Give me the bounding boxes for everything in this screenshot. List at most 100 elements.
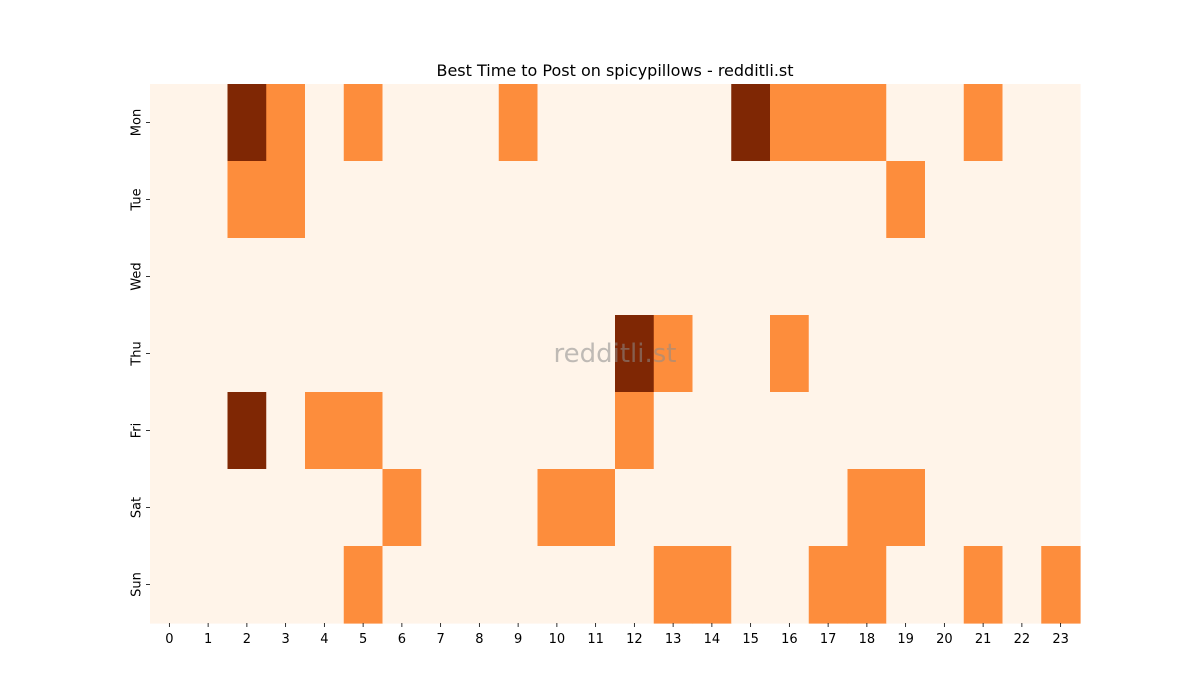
heatmap-cell-sat-15: [731, 469, 771, 547]
heatmap-cell-sun-20: [925, 546, 965, 624]
heatmap-cell-sun-23: [1041, 546, 1081, 624]
x-tick-label: 19: [897, 632, 914, 647]
heatmap-cell-fri-1: [188, 392, 229, 470]
x-tick-label: 3: [281, 632, 289, 647]
heatmap-cell-mon-16: [770, 84, 810, 162]
heatmap-cell-fri-11: [576, 392, 616, 470]
heatmap-cell-tue-4: [305, 161, 345, 239]
heatmap-cell-mon-18: [847, 84, 887, 162]
heatmap-cell-mon-11: [576, 84, 616, 162]
heatmap-cell-tue-3: [266, 161, 306, 239]
heatmap-cell-fri-16: [770, 392, 810, 470]
heatmap-cell-sun-6: [382, 546, 422, 624]
heatmap-cell-sun-14: [692, 546, 732, 624]
heatmap-cell-mon-8: [460, 84, 500, 162]
heatmap-cell-thu-23: [1041, 315, 1081, 393]
heatmap-cell-sat-13: [653, 469, 694, 547]
heatmap-cell-thu-11: [576, 315, 616, 393]
heatmap-cell-sun-11: [576, 546, 616, 624]
x-tick-label: 20: [936, 632, 953, 647]
heatmap-cell-sun-9: [498, 546, 539, 624]
x-tick-label: 9: [514, 632, 522, 647]
heatmap-cell-fri-18: [847, 392, 887, 470]
heatmap-cell-sat-7: [421, 469, 461, 547]
heatmap-cell-thu-22: [1002, 315, 1042, 393]
heatmap-cell-sun-10: [537, 546, 577, 624]
heatmap-cell-thu-8: [460, 315, 500, 393]
heatmap-cell-tue-5: [343, 161, 384, 239]
heatmap-cell-thu-19: [886, 315, 926, 393]
heatmap-cell-thu-9: [498, 315, 539, 393]
y-tick-label: Wed: [130, 262, 145, 290]
heatmap-cell-thu-2: [227, 315, 267, 393]
heatmap-cell-sun-17: [808, 546, 849, 624]
y-tick-label: Fri: [130, 423, 145, 439]
heatmap-cell-wed-6: [382, 238, 422, 316]
y-axis: Mon Tue Wed Thu Fri Sat Sun: [130, 109, 150, 597]
heatmap-cell-sat-20: [925, 469, 965, 547]
heatmap-cell-tue-10: [537, 161, 577, 239]
x-tick-label: 0: [165, 632, 173, 647]
heatmap-cell-sun-19: [886, 546, 926, 624]
x-tick-label: 13: [665, 632, 682, 647]
heatmap-cell-wed-19: [886, 238, 926, 316]
heatmap-cell-fri-6: [382, 392, 422, 470]
heatmap-cell-sat-10: [537, 469, 577, 547]
heatmap-cell-sun-18: [847, 546, 887, 624]
x-tick-label: 23: [1052, 632, 1069, 647]
heatmap-cell-wed-18: [847, 238, 887, 316]
y-tick-label: Mon: [130, 109, 145, 136]
heatmap-cell-sat-23: [1041, 469, 1081, 547]
heatmap-cell-thu-4: [305, 315, 345, 393]
heatmap-cell-mon-21: [963, 84, 1004, 162]
heatmap-cell-mon-1: [188, 84, 229, 162]
heatmap-cell-thu-12: [615, 315, 655, 393]
heatmap-cell-wed-2: [227, 238, 267, 316]
heatmap-cell-wed-8: [460, 238, 500, 316]
heatmap-cell-wed-7: [421, 238, 461, 316]
heatmap-cell-wed-21: [963, 238, 1004, 316]
heatmap-cell-wed-20: [925, 238, 965, 316]
x-tick-label: 10: [549, 632, 566, 647]
heatmap-cell-fri-17: [808, 392, 849, 470]
heatmap-cell-tue-11: [576, 161, 616, 239]
heatmap-cell-sun-1: [188, 546, 229, 624]
x-tick-label: 7: [436, 632, 444, 647]
heatmap-cell-tue-9: [498, 161, 539, 239]
heatmap-cell-sat-9: [498, 469, 539, 547]
heatmap-cell-sat-14: [692, 469, 732, 547]
heatmap-cell-thu-14: [692, 315, 732, 393]
heatmap-cell-tue-1: [188, 161, 229, 239]
x-tick-label: 5: [359, 632, 367, 647]
heatmap-cell-fri-13: [653, 392, 694, 470]
heatmap-cell-thu-5: [343, 315, 384, 393]
x-tick-label: 11: [587, 632, 604, 647]
heatmap-cell-sat-6: [382, 469, 422, 547]
heatmap-cell-sat-2: [227, 469, 267, 547]
heatmap-cell-sun-0: [150, 546, 190, 624]
heatmap-cell-sun-5: [343, 546, 384, 624]
heatmap-cell-fri-10: [537, 392, 577, 470]
heatmap-cell-sat-19: [886, 469, 926, 547]
heatmap-cell-thu-18: [847, 315, 887, 393]
heatmap-cell-mon-20: [925, 84, 965, 162]
x-tick-label: 22: [1014, 632, 1031, 647]
heatmap-cell-sat-0: [150, 469, 190, 547]
heatmap-cell-wed-15: [731, 238, 771, 316]
x-tick-label: 14: [704, 632, 721, 647]
heatmap-cell-fri-5: [343, 392, 384, 470]
heatmap-cell-wed-4: [305, 238, 345, 316]
heatmap-cell-wed-10: [537, 238, 577, 316]
heatmap-cell-fri-3: [266, 392, 306, 470]
heatmap-cell-sat-11: [576, 469, 616, 547]
heatmap-cell-mon-19: [886, 84, 926, 162]
heatmap-cell-thu-10: [537, 315, 577, 393]
heatmap-cell-tue-0: [150, 161, 190, 239]
heatmap-cell-fri-0: [150, 392, 190, 470]
x-tick-label: 12: [626, 632, 643, 647]
heatmap-cell-sat-21: [963, 469, 1004, 547]
heatmap-cell-thu-21: [963, 315, 1004, 393]
heatmap-cell-tue-6: [382, 161, 422, 239]
heatmap-cell-thu-6: [382, 315, 422, 393]
x-tick-label: 16: [781, 632, 798, 647]
